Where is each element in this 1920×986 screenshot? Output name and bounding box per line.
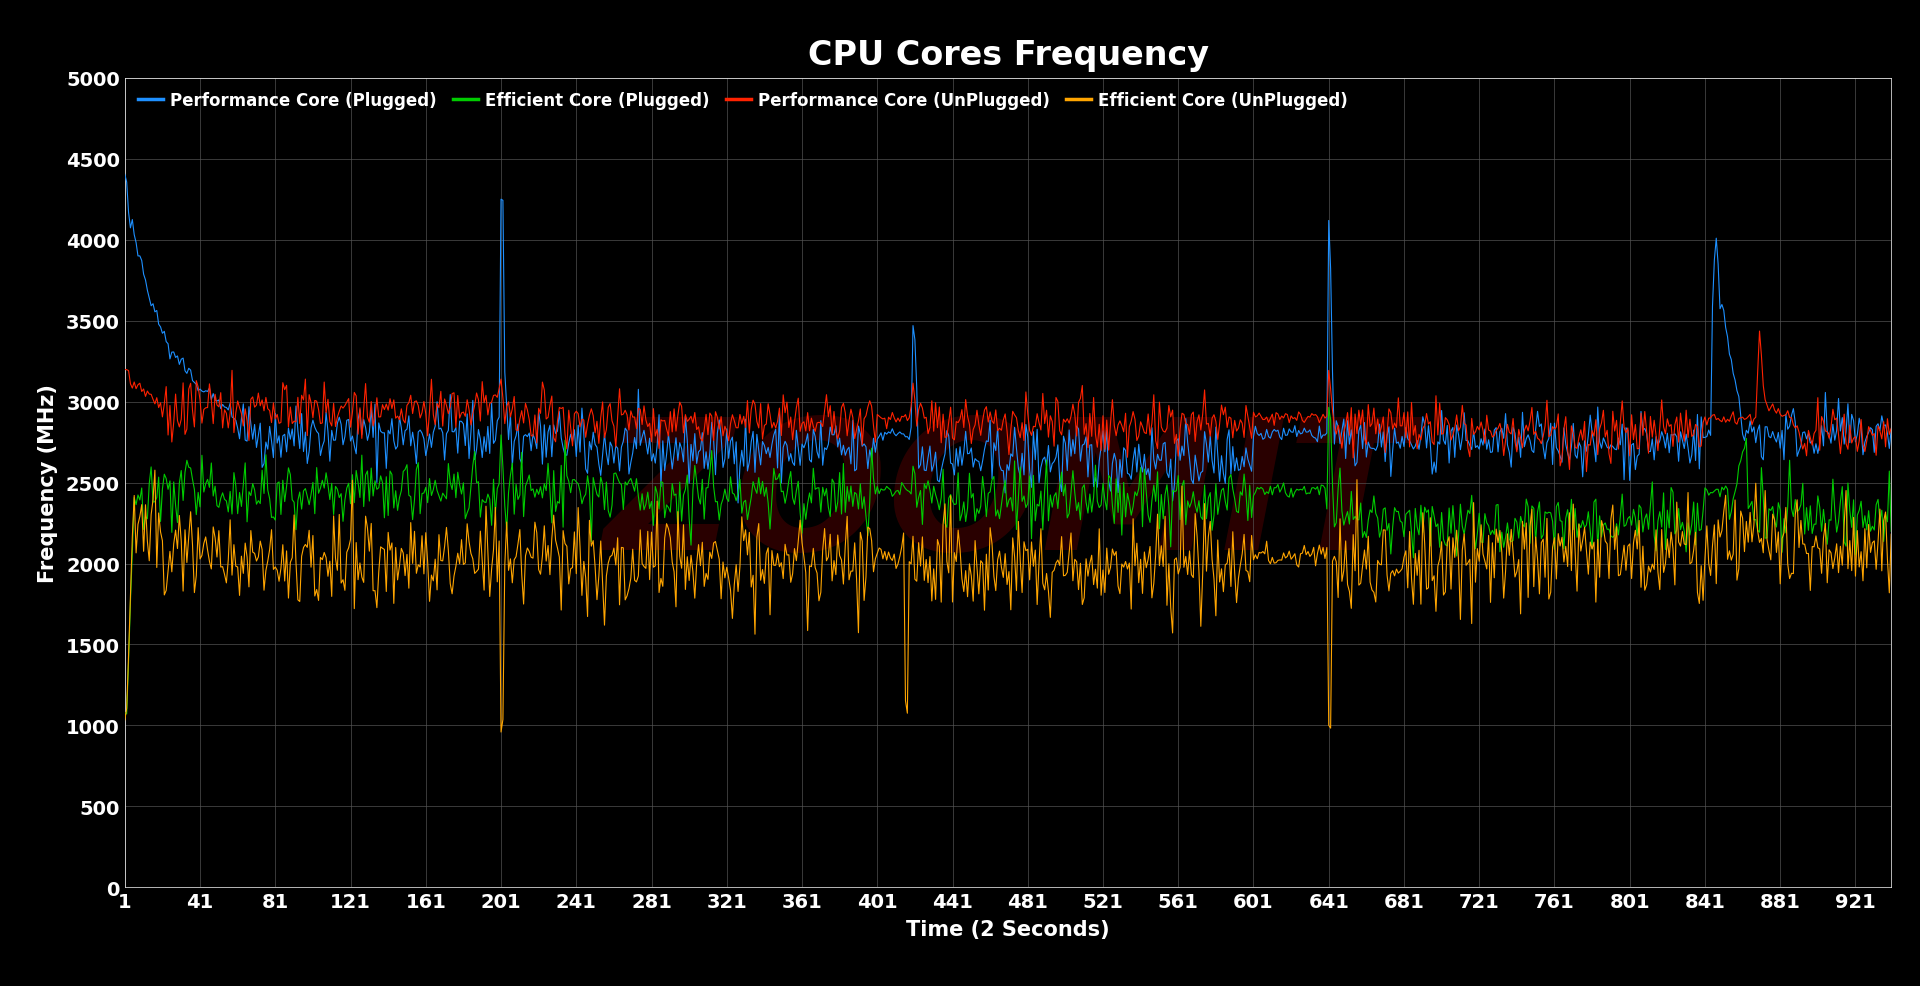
Performance Core (UnPlugged) bbox=[1380, 424, 1404, 436]
Efficient Core (Plugged) bbox=[113, 707, 136, 719]
Performance Core (Plugged) bbox=[1382, 423, 1405, 435]
Efficient Core (UnPlugged) bbox=[348, 557, 371, 569]
Efficient Core (UnPlugged) bbox=[1384, 564, 1407, 576]
Performance Core (Plugged) bbox=[1880, 424, 1903, 436]
Efficient Core (Plugged) bbox=[348, 492, 371, 504]
Performance Core (UnPlugged) bbox=[1880, 423, 1903, 435]
Efficient Core (Plugged) bbox=[808, 482, 831, 494]
Efficient Core (UnPlugged) bbox=[1880, 528, 1903, 540]
Performance Core (UnPlugged) bbox=[716, 426, 739, 438]
Efficient Core (UnPlugged) bbox=[119, 592, 142, 603]
Performance Core (Plugged) bbox=[726, 498, 749, 510]
Performance Core (Plugged) bbox=[346, 414, 369, 426]
Efficient Core (UnPlugged) bbox=[113, 714, 136, 726]
Efficient Core (UnPlugged) bbox=[810, 587, 833, 599]
Legend: Performance Core (Plugged), Efficient Core (Plugged), Performance Core (UnPlugge: Performance Core (Plugged), Efficient Co… bbox=[132, 87, 1352, 115]
Performance Core (Plugged) bbox=[632, 425, 655, 437]
Performance Core (UnPlugged) bbox=[806, 417, 829, 429]
Efficient Core (UnPlugged) bbox=[718, 585, 741, 597]
Performance Core (Plugged) bbox=[716, 424, 739, 436]
X-axis label: Time (2 Seconds): Time (2 Seconds) bbox=[906, 920, 1110, 940]
Performance Core (UnPlugged) bbox=[113, 364, 136, 376]
Line: Performance Core (UnPlugged): Performance Core (UnPlugged) bbox=[125, 331, 1891, 472]
Performance Core (Plugged) bbox=[119, 223, 142, 235]
Efficient Core (UnPlugged) bbox=[490, 727, 513, 739]
Efficient Core (Plugged) bbox=[634, 499, 657, 511]
Line: Efficient Core (UnPlugged): Efficient Core (UnPlugged) bbox=[125, 470, 1891, 733]
Performance Core (UnPlugged) bbox=[1574, 466, 1597, 478]
Line: Efficient Core (Plugged): Efficient Core (Plugged) bbox=[125, 408, 1891, 714]
Line: Performance Core (Plugged): Performance Core (Plugged) bbox=[125, 176, 1891, 504]
Efficient Core (Plugged) bbox=[1880, 526, 1903, 537]
Efficient Core (Plugged) bbox=[1317, 402, 1340, 414]
Efficient Core (UnPlugged) bbox=[636, 526, 659, 537]
Y-axis label: Frequency (MHz): Frequency (MHz) bbox=[38, 384, 58, 583]
Performance Core (Plugged) bbox=[113, 170, 136, 181]
Performance Core (UnPlugged) bbox=[1747, 325, 1770, 337]
Efficient Core (UnPlugged) bbox=[144, 464, 167, 476]
Title: CPU Cores Frequency: CPU Cores Frequency bbox=[808, 39, 1208, 72]
Performance Core (UnPlugged) bbox=[119, 379, 142, 390]
Efficient Core (Plugged) bbox=[115, 708, 138, 720]
Efficient Core (Plugged) bbox=[1384, 506, 1407, 518]
Text: ZOOMIT: ZOOMIT bbox=[605, 411, 1411, 588]
Performance Core (Plugged) bbox=[808, 453, 831, 464]
Efficient Core (Plugged) bbox=[718, 496, 741, 508]
Efficient Core (Plugged) bbox=[121, 546, 144, 558]
Performance Core (UnPlugged) bbox=[346, 429, 369, 441]
Performance Core (UnPlugged) bbox=[632, 400, 655, 412]
